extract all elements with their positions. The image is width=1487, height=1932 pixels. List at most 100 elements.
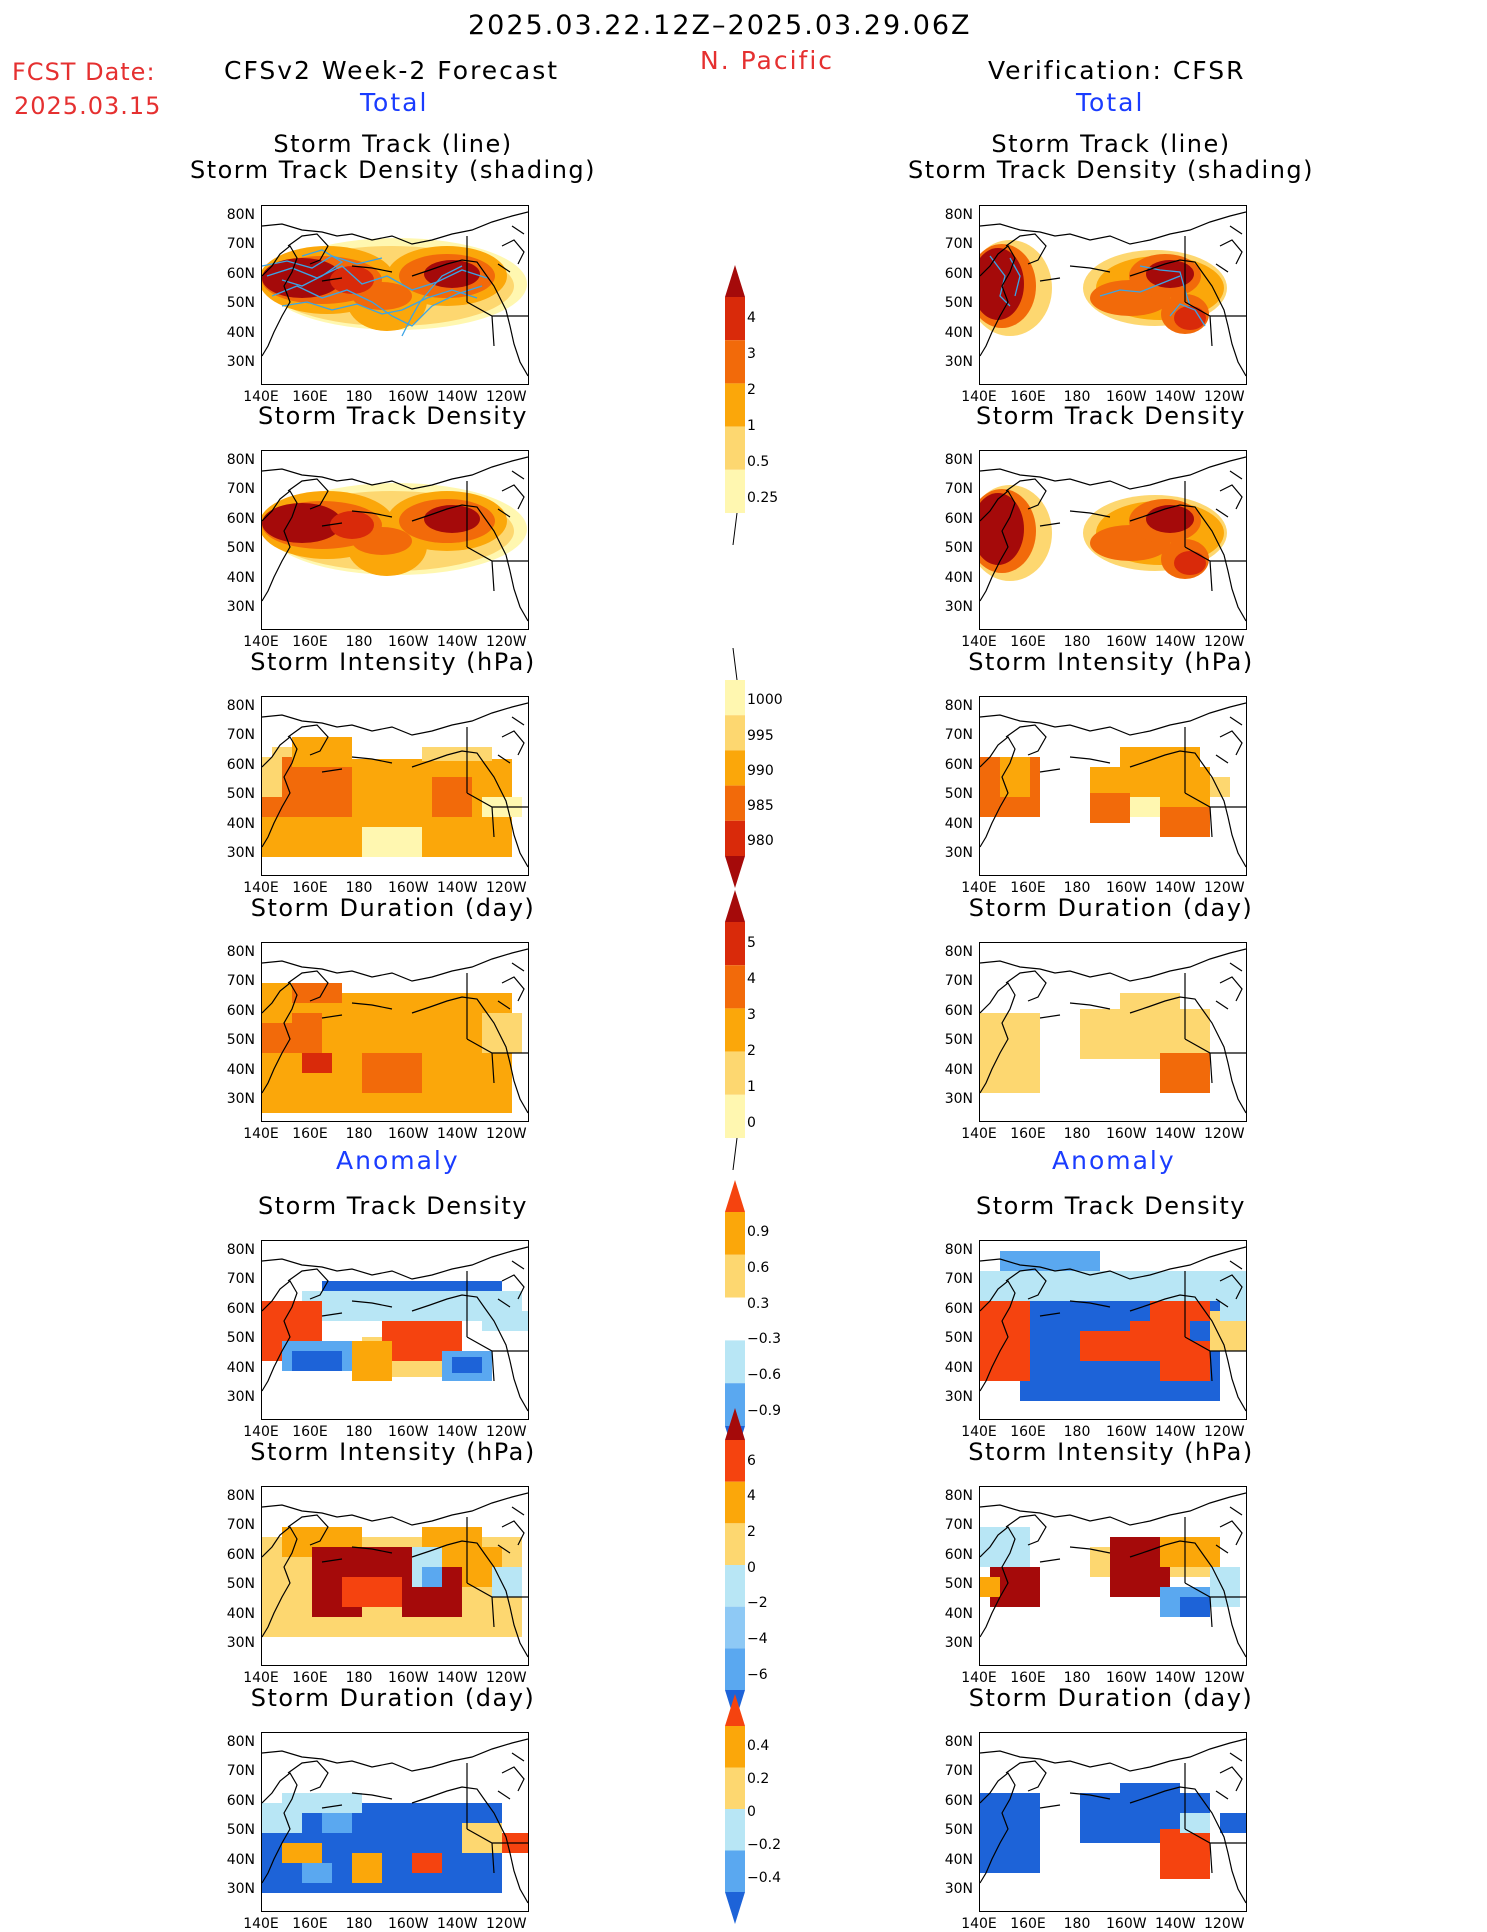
colorbar-label: 2 bbox=[747, 1042, 756, 1059]
lon-tick-label: 140W bbox=[437, 634, 478, 650]
lon-tick-label: 140E bbox=[243, 1126, 279, 1142]
colorbar-label: 2 bbox=[747, 1523, 756, 1540]
lon-tick-label: 140W bbox=[1155, 1424, 1196, 1440]
lon-tick-label: 140W bbox=[437, 1670, 478, 1686]
lat-tick-label: 80N bbox=[944, 1734, 973, 1750]
panel-title: Storm Intensity (hPa) bbox=[968, 1438, 1254, 1466]
lon-tick-label: 140E bbox=[243, 880, 279, 896]
panel-title: Storm Track Density bbox=[258, 402, 528, 430]
coastline bbox=[262, 948, 528, 1114]
colorbar-segment bbox=[725, 383, 745, 427]
colorbar-label: 0 bbox=[747, 1114, 756, 1131]
lat-tick-label: 30N bbox=[944, 354, 973, 370]
colorbar-segment bbox=[725, 1254, 745, 1298]
lat-tick-label: 60N bbox=[226, 1002, 255, 1019]
fcst-date-value: 2025.03.15 bbox=[14, 92, 162, 120]
colorbar-arrow bbox=[725, 890, 745, 922]
panel-title: Storm Track (line) bbox=[991, 130, 1231, 158]
colorbar-tail bbox=[732, 512, 738, 545]
grid-cell bbox=[1130, 797, 1160, 817]
panel-title: Storm Duration (day) bbox=[250, 894, 536, 922]
colorbar-segment bbox=[725, 1383, 745, 1426]
lat-tick-label: 60N bbox=[944, 1300, 973, 1317]
colorbar-label: 0.3 bbox=[747, 1295, 770, 1312]
lon-tick-label: 140W bbox=[1155, 1126, 1196, 1142]
coastline bbox=[262, 1246, 528, 1412]
lon-tick-label: 140E bbox=[243, 389, 279, 405]
grid-cell bbox=[980, 1793, 1040, 1873]
lat-tick-label: 40N bbox=[944, 1851, 973, 1868]
grid-cell bbox=[1150, 1301, 1210, 1321]
colorbar-segment bbox=[725, 1008, 745, 1052]
lon-tick-label: 180 bbox=[1063, 880, 1091, 896]
lat-tick-label: 80N bbox=[226, 207, 255, 223]
lon-tick-label: 120W bbox=[1204, 1424, 1245, 1440]
lon-tick-label: 180 bbox=[345, 1126, 373, 1142]
colorbar-label: 2 bbox=[747, 381, 756, 398]
panel-title: Storm Track Density bbox=[258, 1192, 528, 1220]
grid-cell bbox=[262, 757, 282, 797]
colorbar-arrow bbox=[725, 1408, 745, 1440]
grid-cell bbox=[1160, 1537, 1220, 1567]
grid-cell bbox=[322, 1813, 352, 1833]
lat-tick-label: 30N bbox=[944, 599, 973, 615]
colorbar-label: 985 bbox=[747, 797, 774, 814]
grid-cell bbox=[352, 1853, 382, 1883]
verification-column-title: Verification: CFSR bbox=[988, 56, 1246, 85]
lon-tick-label: 160E bbox=[292, 389, 328, 405]
colorbar-label: 990 bbox=[747, 762, 774, 779]
lon-tick-label: 160E bbox=[292, 1670, 328, 1686]
lat-tick-label: 50N bbox=[226, 1576, 255, 1593]
lon-tick-label: 140E bbox=[961, 880, 997, 896]
lat-tick-label: 40N bbox=[226, 324, 255, 341]
lat-tick-label: 60N bbox=[226, 756, 255, 773]
lat-tick-label: 80N bbox=[226, 452, 255, 468]
coastline bbox=[262, 211, 528, 377]
colorbar-label: −0.4 bbox=[747, 1870, 781, 1887]
colorbar-segment bbox=[725, 1297, 745, 1341]
lat-tick-label: 70N bbox=[944, 481, 973, 498]
lat-tick-label: 40N bbox=[944, 815, 973, 832]
lat-tick-label: 60N bbox=[944, 1002, 973, 1019]
lat-tick-label: 80N bbox=[226, 1488, 255, 1504]
lat-tick-label: 60N bbox=[226, 510, 255, 527]
colorbar-segment bbox=[725, 1212, 745, 1255]
verification-total-label: Total bbox=[1076, 88, 1145, 117]
lon-tick-label: 160E bbox=[1010, 1916, 1046, 1932]
lat-tick-label: 30N bbox=[944, 845, 973, 861]
colorbar-label: 4 bbox=[747, 309, 756, 326]
shade-region bbox=[980, 248, 1024, 320]
lon-tick-label: 120W bbox=[1204, 389, 1245, 405]
lon-tick-label: 120W bbox=[486, 1916, 527, 1932]
shade-region bbox=[1174, 551, 1206, 575]
fcst-adensity-map bbox=[261, 1240, 529, 1420]
lon-tick-label: 120W bbox=[1204, 1670, 1245, 1686]
lon-tick-label: 180 bbox=[1063, 1916, 1091, 1932]
colorbar-label: −0.2 bbox=[747, 1837, 781, 1854]
lat-tick-label: 50N bbox=[944, 540, 973, 557]
lon-tick-label: 120W bbox=[486, 634, 527, 650]
lon-tick-label: 120W bbox=[1204, 634, 1245, 650]
lat-tick-label: 40N bbox=[944, 1061, 973, 1078]
lat-tick-label: 70N bbox=[226, 1271, 255, 1288]
grid-cell bbox=[262, 1803, 302, 1833]
lat-tick-label: 40N bbox=[226, 1359, 255, 1376]
colorbar-segment bbox=[725, 965, 745, 1009]
lon-tick-label: 180 bbox=[1063, 389, 1091, 405]
lon-tick-label: 180 bbox=[345, 1916, 373, 1932]
lat-tick-label: 30N bbox=[944, 1389, 973, 1405]
colorbar-arrow bbox=[725, 1180, 745, 1212]
coastline bbox=[980, 211, 1246, 377]
colorbar-label: 980 bbox=[747, 833, 774, 850]
lon-tick-label: 180 bbox=[345, 880, 373, 896]
lat-tick-label: 70N bbox=[944, 727, 973, 744]
grid-cell bbox=[292, 1351, 342, 1371]
grid-cell bbox=[282, 1843, 322, 1863]
lat-tick-label: 30N bbox=[944, 1635, 973, 1651]
lon-tick-label: 160W bbox=[1106, 880, 1147, 896]
colorbar-tail bbox=[732, 648, 738, 681]
colorbar-segment bbox=[725, 1481, 745, 1524]
colorbar-segment bbox=[725, 1767, 745, 1809]
lat-tick-label: 60N bbox=[226, 1300, 255, 1317]
colorbar-segment bbox=[725, 820, 745, 856]
